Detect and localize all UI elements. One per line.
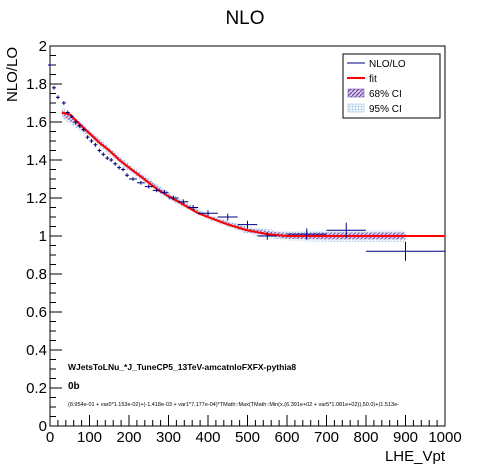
data-point: [129, 177, 137, 181]
band-95ci: [61, 106, 406, 242]
y-tick-label: 0.4: [26, 342, 47, 359]
data-point: [81, 127, 86, 132]
annotation-category: 0b: [68, 381, 80, 392]
data-point: [144, 184, 153, 189]
x-tick-label: 1000: [428, 429, 461, 446]
data-point: [257, 232, 278, 240]
legend: NLO/LO fit 68% CI 95% CI: [342, 53, 441, 119]
data-point: [65, 110, 70, 115]
x-tick-labels: 0 100 200 300 400 500 600 700 800 900 1000: [46, 429, 462, 446]
data-point: [366, 241, 445, 261]
legend-label-95ci: 95% CI: [369, 104, 402, 115]
y-tick-label: 1: [39, 228, 47, 245]
data-points: [48, 63, 445, 261]
y-tick-label: 0: [39, 418, 47, 435]
legend-marker-68ci: [347, 88, 365, 98]
x-tick-label: 100: [77, 429, 102, 446]
y-tick-label: 1.2: [26, 190, 47, 207]
x-tick-label: 500: [235, 429, 260, 446]
data-point: [136, 180, 145, 185]
data-point: [113, 161, 118, 166]
data-point: [69, 114, 74, 119]
data-point: [61, 101, 66, 105]
y-axis-title: NLO/LO: [4, 47, 21, 102]
x-tick-label: 800: [353, 429, 378, 446]
fit-curve: [61, 111, 445, 237]
data-point: [168, 195, 179, 201]
x-tick-label: 900: [393, 429, 418, 446]
data-point: [97, 148, 102, 153]
data-point: [105, 156, 110, 160]
y-tick-label: 1.4: [26, 152, 47, 169]
x-axis-title: LHE_Vpt: [385, 448, 446, 465]
data-point: [89, 139, 94, 143]
legend-marker-95ci: [347, 103, 365, 113]
legend-label-68ci: 68% CI: [369, 89, 402, 100]
confidence-bands: [61, 106, 406, 242]
y-tick-labels: 0 0.2 0.4 0.6 0.8 1 1.2 1.4 1.6 1.8 2: [26, 38, 47, 435]
y-tick-label: 0.6: [26, 304, 47, 321]
data-point: [198, 210, 218, 217]
y-tick-label: 1.6: [26, 114, 47, 131]
data-point: [73, 120, 78, 124]
data-point: [117, 165, 122, 170]
x-tick-label: 200: [116, 429, 141, 446]
legend-label-fit: fit: [369, 74, 377, 85]
data-point: [160, 190, 169, 195]
x-tick-label: 300: [156, 429, 181, 446]
legend-label-nlo-lo: NLO/LO: [369, 59, 406, 70]
data-point: [55, 95, 60, 100]
data-point: [237, 220, 258, 229]
data-point: [93, 142, 98, 147]
band-68ci: [61, 109, 406, 240]
data-point: [188, 205, 199, 210]
data-point: [121, 167, 126, 172]
data-point: [178, 199, 189, 205]
data-point: [326, 222, 366, 238]
annotation-formula-clip: (8.954e-01 + var0*1.153e-02)+(-1.418e-03…: [68, 402, 399, 408]
x-tick-label: 600: [274, 429, 299, 446]
data-point: [51, 85, 56, 90]
data-point: [217, 213, 238, 221]
data-point: [77, 123, 82, 128]
y-tick-label: 2: [39, 38, 47, 55]
data-point: [152, 188, 161, 193]
y-tick-label: 0.8: [26, 266, 47, 283]
data-point: [85, 135, 90, 140]
y-tick-label: 1.8: [26, 76, 47, 93]
data-point: [125, 173, 129, 178]
data-point: [48, 63, 52, 67]
x-tick-label: 700: [314, 429, 339, 446]
fit-line: [61, 111, 445, 237]
annotation-dataset: WJetsToLNu_*J_TuneCP5_13TeV-amcatnloFXFX…: [68, 362, 296, 372]
chart-title: NLO: [225, 8, 264, 29]
y-tick-label: 0.2: [26, 380, 47, 397]
data-point: [287, 228, 327, 240]
annotation-formula: (8.954e-01 + var0*1.153e-02)+(-1.418e-03…: [68, 402, 399, 408]
data-point: [109, 158, 114, 162]
x-tick-label: 0: [46, 429, 54, 446]
data-point: [101, 152, 106, 157]
x-tick-label: 400: [195, 429, 220, 446]
